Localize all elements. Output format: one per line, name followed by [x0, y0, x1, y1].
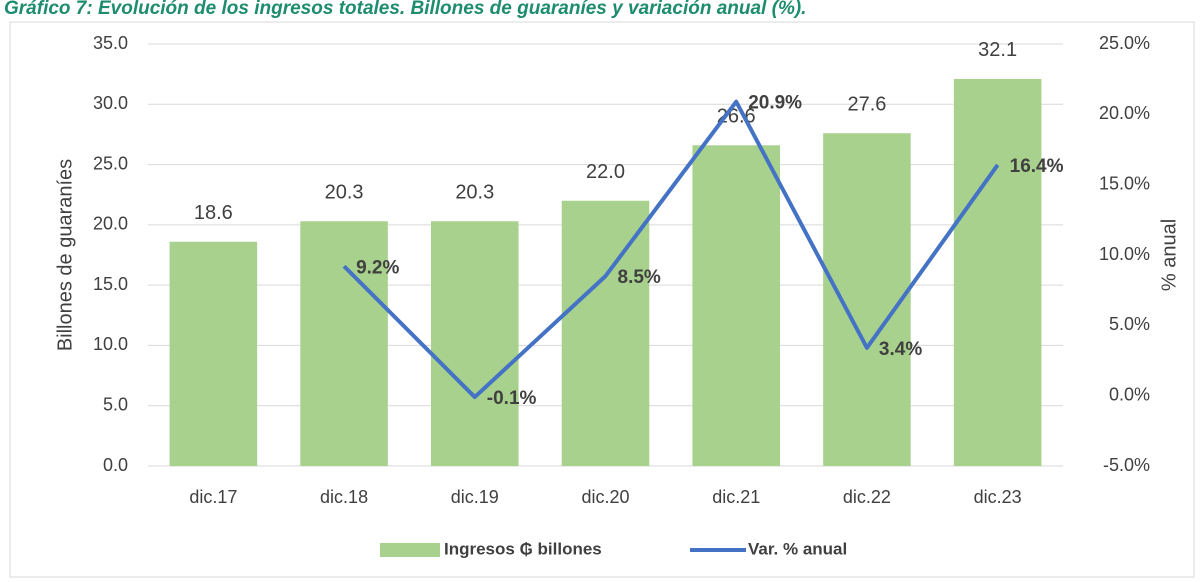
y-tick-label: 35.0	[93, 33, 128, 53]
line-value-label: 16.4%	[1010, 156, 1064, 177]
line-value-label: 3.4%	[879, 339, 922, 360]
y-tick-label: 20.0	[93, 214, 128, 234]
y-axis-title: Billones de guaraníes	[54, 159, 76, 351]
legend-label: Ingresos ₲ billones	[444, 539, 602, 558]
x-tick-label: dic.21	[712, 487, 760, 507]
y2-tick-label: 0.0%	[1109, 384, 1150, 404]
y2-tick-label: 15.0%	[1099, 173, 1150, 193]
legend-label: Var. % anual	[748, 539, 847, 558]
y2-tick-label: 20.0%	[1099, 103, 1150, 123]
y-tick-label: 10.0	[93, 334, 128, 354]
bar-value-label: 22.0	[586, 161, 625, 183]
line-value-label: 8.5%	[618, 267, 661, 288]
x-tick-label: dic.23	[974, 487, 1022, 507]
bar	[692, 145, 781, 466]
y-tick-label: 25.0	[93, 153, 128, 173]
chart-title: Gráfico 7: Evolución de los ingresos tot…	[4, 0, 806, 19]
x-tick-label: dic.18	[320, 487, 368, 507]
line-value-label: 9.2%	[356, 257, 399, 278]
bar	[430, 221, 519, 466]
bar-value-label: 20.3	[455, 182, 494, 204]
legend-swatch	[380, 543, 440, 557]
x-tick-label: dic.19	[451, 487, 499, 507]
line	[342, 99, 1000, 400]
y2-tick-label: 10.0%	[1099, 244, 1150, 264]
x-tick-label: dic.22	[843, 487, 891, 507]
x-tick-label: dic.20	[581, 487, 629, 507]
y2-tick-label: -5.0%	[1103, 455, 1150, 475]
y-tick-label: 15.0	[93, 274, 128, 294]
bar-value-label: 18.6	[194, 202, 233, 224]
bar-value-label: 27.6	[847, 94, 886, 116]
bar-value-label: 20.3	[325, 182, 364, 204]
y-tick-label: 5.0	[103, 394, 128, 414]
bar	[823, 133, 911, 467]
line-value-label: -0.1%	[487, 388, 537, 409]
bar	[169, 241, 258, 466]
y2-tick-label: 5.0%	[1109, 314, 1150, 334]
bar-value-label: 32.1	[978, 39, 1017, 61]
line-value-label: 20.9%	[748, 93, 802, 114]
y-tick-label: 0.0	[103, 455, 128, 475]
bar	[300, 221, 388, 466]
x-tick-label: dic.17	[189, 487, 237, 507]
y-tick-label: 30.0	[93, 93, 128, 113]
y2-tick-label: 25.0%	[1099, 33, 1150, 53]
y2-axis-title: % anual	[1158, 219, 1180, 291]
bar	[561, 200, 650, 466]
bar	[953, 78, 1042, 467]
